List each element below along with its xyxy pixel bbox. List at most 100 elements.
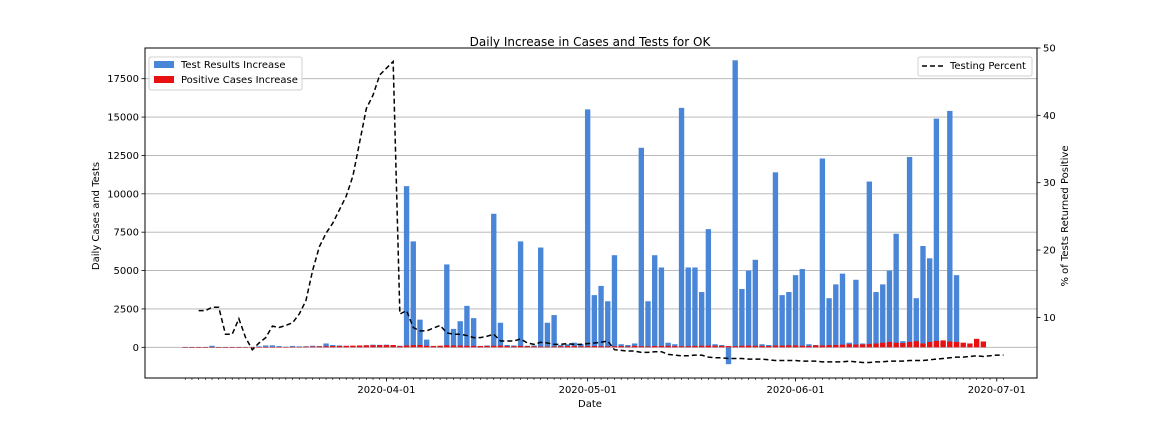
bar-positive-cases (906, 341, 913, 348)
y-tick-label: 12500 (107, 151, 139, 162)
bar-positive-cases (289, 346, 296, 348)
bar-positive-cases (470, 345, 477, 348)
bar-test-results (933, 118, 940, 348)
bar-positive-cases (652, 346, 658, 348)
bar-positive-cases (940, 340, 946, 348)
x-tick-label: 2020-07-01 (968, 385, 1026, 396)
bar-positive-cases (853, 344, 859, 348)
bar-positive-cases (866, 343, 873, 348)
bar-test-results (658, 267, 665, 348)
bar-positive-cases (222, 347, 229, 348)
bar-test-results (645, 301, 651, 348)
bar-positive-cases (631, 345, 638, 348)
bar-positive-cases (846, 344, 852, 348)
bar-test-results (551, 315, 557, 348)
legend-label-testing-percent: Testing Percent (949, 61, 1026, 72)
chart-title: Daily Increase in Cases and Tests for OK (470, 35, 712, 49)
bar-positive-cases (732, 346, 738, 348)
bar-positive-cases (538, 346, 544, 348)
bar-positive-cases (390, 345, 396, 348)
bar-test-results (470, 318, 477, 348)
bar-positive-cases (216, 347, 222, 348)
bar-positive-cases (625, 346, 631, 348)
bar-positive-cases (477, 346, 484, 348)
bar-test-results (564, 344, 571, 348)
bar-positive-cases (303, 346, 309, 348)
bar-positive-cases (249, 347, 255, 348)
legend-swatch-test-results (154, 61, 174, 68)
bar-positive-cases (752, 345, 758, 348)
bar-positive-cases (725, 346, 732, 348)
bar-positive-cases (812, 345, 819, 348)
bar-test-results (799, 269, 805, 348)
series-testing-percent (198, 59, 1004, 364)
bar-positive-cases (786, 345, 792, 348)
bar-positive-cases (859, 344, 866, 348)
bar-positive-cases (531, 346, 537, 348)
bar-test-results (618, 344, 624, 348)
bar-positive-cases (457, 345, 463, 348)
bar-test-results (772, 172, 779, 348)
y-tick-label: 5000 (114, 266, 139, 277)
x-axis-label: Date (578, 399, 602, 410)
y2-tick-label: 10 (1043, 313, 1056, 324)
bar-positive-cases (826, 345, 832, 348)
bar-positive-cases (591, 346, 598, 348)
bar-test-results (444, 264, 450, 348)
bar-positive-cases (316, 346, 323, 348)
bar-test-results (517, 241, 524, 348)
bar-positive-cases (799, 345, 805, 348)
y-tick-label: 0 (133, 343, 139, 354)
legend-left: Test Results Increase Positive Cases Inc… (148, 56, 303, 91)
bar-positive-cases (705, 345, 712, 348)
bar-positive-cases (692, 345, 698, 348)
bar-positive-cases (370, 345, 376, 348)
bar-test-results (705, 229, 712, 348)
bar-positive-cases (323, 346, 329, 348)
bar-positive-cases (330, 346, 336, 348)
y-axis-left: 0 2500 5000 7500 10000 12500 15000 17500 (107, 74, 145, 354)
bar-test-results (853, 279, 859, 348)
legend-swatch-positive-cases (154, 76, 174, 83)
bar-positive-cases (182, 347, 188, 348)
bar-positive-cases (397, 346, 403, 348)
bar-positive-cases (806, 345, 812, 348)
bar-test-results (417, 319, 423, 348)
bar-positive-cases (464, 345, 470, 348)
bar-positive-cases (719, 345, 725, 348)
bar-test-results (880, 284, 886, 348)
bar-positive-cases (350, 345, 356, 348)
bar-test-results (819, 158, 826, 348)
bar-positive-cases (772, 345, 779, 348)
bar-positive-cases (571, 346, 577, 348)
bar-positive-cases (309, 346, 316, 348)
bar-positive-cases (444, 345, 450, 348)
bar-positive-cases (558, 346, 564, 348)
bar-test-results (263, 345, 269, 348)
legend-left-box (148, 56, 303, 91)
bar-positive-cases (195, 347, 202, 348)
bar-positive-cases (947, 341, 953, 348)
x-tick-label: 2020-06-01 (766, 385, 824, 396)
bar-positive-cases (913, 341, 919, 348)
bar-test-results (692, 267, 698, 348)
bar-positive-cases (873, 343, 879, 348)
bar-test-results (806, 344, 812, 348)
bar-positive-cases (833, 345, 839, 348)
line-testing-percent (198, 59, 1004, 364)
bar-test-results (779, 295, 785, 348)
bar-test-results (558, 345, 564, 348)
bar-test-results (906, 156, 913, 348)
bar-test-results (638, 147, 644, 348)
y-tick-label: 15000 (107, 113, 139, 124)
bar-positive-cases (766, 346, 772, 348)
bar-test-results (920, 246, 926, 348)
bar-test-results (712, 344, 718, 348)
bar-positive-cases (900, 343, 906, 348)
bar-positive-cases (283, 346, 289, 348)
bar-positive-cases (927, 341, 933, 348)
bar-positive-cases (819, 345, 826, 348)
bar-positive-cases (544, 346, 551, 348)
bar-positive-cases (383, 345, 390, 348)
bar-test-results (491, 213, 497, 348)
